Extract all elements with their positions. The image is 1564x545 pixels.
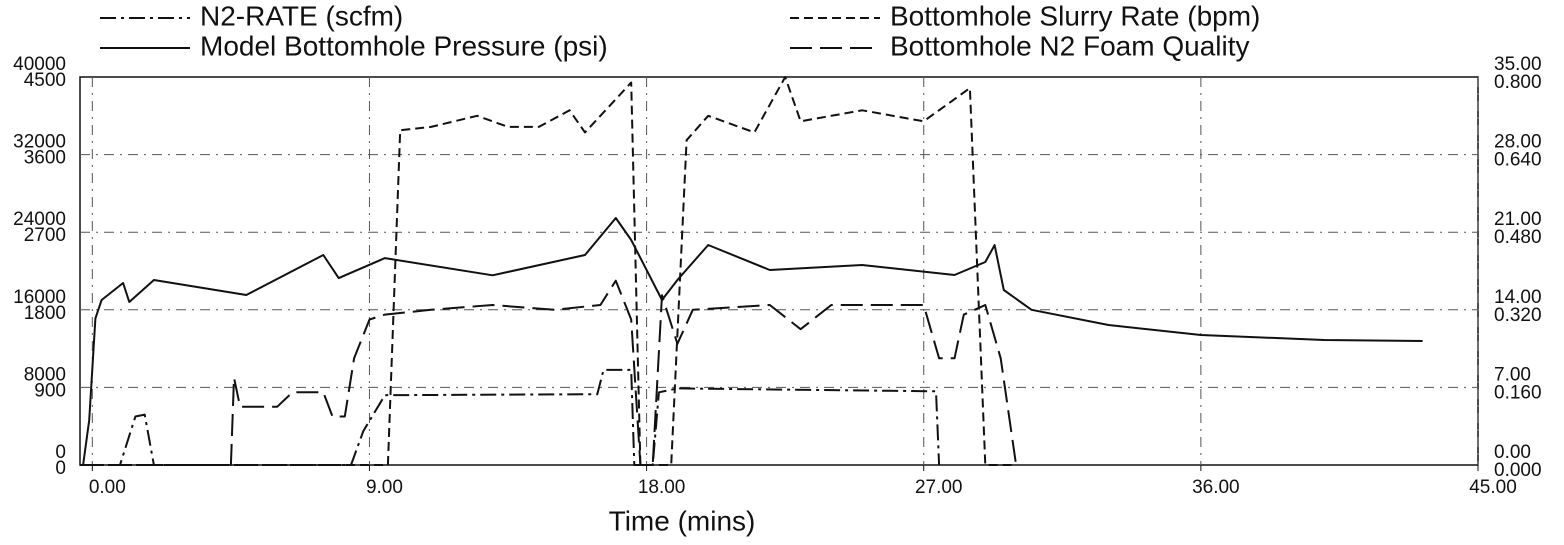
series-line: [80, 368, 941, 466]
x-tick-label: 9.00: [366, 477, 403, 498]
legend-label: Model Bottomhole Pressure (psi): [200, 30, 608, 61]
x-tick-label: 18.00: [638, 477, 686, 498]
y-tick-label: 35.00: [1494, 54, 1542, 75]
y-tick-label: 1800: [24, 303, 66, 324]
x-tick-label: 45.00: [1469, 477, 1517, 498]
y-tick-label: 28.00: [1494, 132, 1542, 153]
x-tick-label: 36.00: [1192, 477, 1240, 498]
y-tick-label: 900: [34, 380, 66, 401]
y-tick-label: 0.000: [1494, 460, 1542, 481]
y-tick-label: 8000: [24, 364, 66, 385]
y-tick-label: 0.160: [1494, 382, 1542, 403]
x-axis-title: Time (mins): [609, 505, 756, 536]
y-tick-label: 3600: [24, 148, 66, 169]
x-tick-label: 27.00: [915, 477, 963, 498]
y-tick-label: 0.800: [1494, 72, 1542, 93]
series-line: [82, 217, 1423, 466]
y-tick-label: 21.00: [1494, 209, 1542, 230]
y-tick-label: 0.00: [1494, 442, 1531, 463]
y-tick-label: 24000: [13, 209, 66, 230]
y-tick-label: 0.320: [1494, 305, 1542, 326]
y-tick-label: 16000: [13, 287, 66, 308]
series-line: [80, 279, 1018, 466]
y-tick-label: 0: [55, 458, 66, 479]
y-tick-label: 7.00: [1494, 364, 1531, 385]
series-line: [80, 76, 1017, 466]
y-tick-label: 0: [55, 442, 66, 463]
plot-frame: [79, 76, 1479, 466]
y-tick-label: 14.00: [1494, 287, 1542, 308]
y-tick-label: 4500: [24, 70, 66, 91]
legend-label: N2-RATE (scfm): [200, 0, 403, 31]
x-tick-label: 0.00: [89, 477, 126, 498]
y-tick-label: 32000: [13, 132, 66, 153]
y-tick-label: 40000: [13, 54, 66, 75]
legend-label: Bottomhole N2 Foam Quality: [890, 30, 1250, 61]
y-tick-label: 2700: [24, 225, 66, 246]
y-tick-label: 0.480: [1494, 227, 1542, 248]
legend-label: Bottomhole Slurry Rate (bpm): [890, 0, 1260, 31]
y-tick-label: 0.640: [1494, 150, 1542, 171]
